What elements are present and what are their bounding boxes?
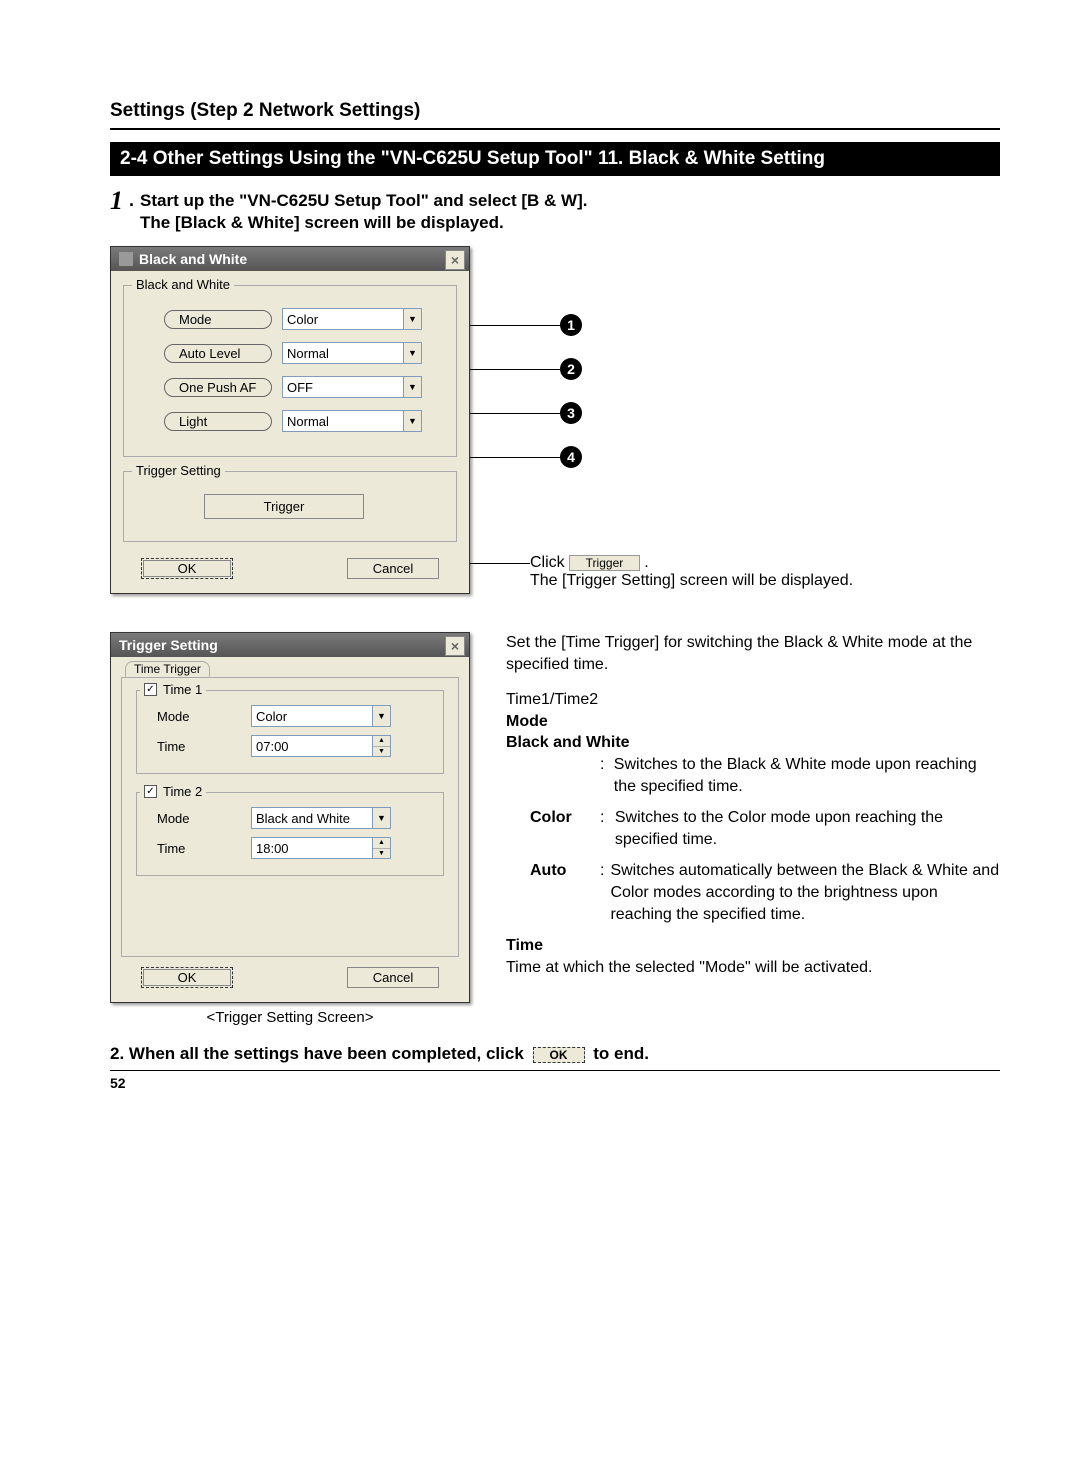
callout-3: 3 [560,402,582,424]
ok-button[interactable]: OK [141,558,233,579]
auto-level-combo[interactable]: Normal ▼ [282,342,422,364]
time2-group: ✓ Time 2 Mode Black and White ▼ [136,792,444,876]
ts-title: Trigger Setting [119,637,218,653]
explain-color-h: Color [530,807,594,850]
t1-mode-combo[interactable]: Color ▼ [251,705,391,727]
t1-time-spin[interactable]: 07:00 ▲▼ [251,735,391,757]
t1-time-label: Time [157,739,241,754]
explain-t12: Time1/Time2 [506,689,1000,711]
time1-check-label: Time 1 [163,682,202,697]
t1-time-value: 07:00 [256,739,289,754]
trigger-groupbox: Trigger Setting Trigger [123,471,457,542]
mode-label: Mode [164,310,272,329]
explain-mode-h: Mode [506,711,1000,733]
light-value: Normal [287,414,329,429]
t1-mode-label: Mode [157,709,241,724]
explanation-block: Set the [Time Trigger] for switching the… [506,632,1000,978]
step1-line1: Start up the "VN-C625U Setup Tool" and s… [140,190,587,212]
explain-color-desc: Switches to the Color mode upon reaching… [615,807,1000,850]
banner: 2-4 Other Settings Using the "VN-C625U S… [110,142,1000,176]
click-after: . [644,554,648,572]
t2-mode-value: Black and White [256,811,350,826]
callout-1: 1 [560,314,582,336]
auto-level-label: Auto Level [164,344,272,363]
step1-line2: The [Black & White] screen will be displ… [140,212,587,234]
chevron-down-icon[interactable]: ▼ [403,309,421,329]
ts-titlebar: Trigger Setting × [111,633,469,657]
time2-checkbox[interactable]: ✓ [144,785,157,798]
ts-ok-button[interactable]: OK [141,967,233,988]
bw-titlebar: Black and White × [111,247,469,271]
time1-group: ✓ Time 1 Mode Color ▼ [136,690,444,774]
t2-mode-combo[interactable]: Black and White ▼ [251,807,391,829]
window-icon [119,252,133,266]
explain-time-desc: Time at which the selected "Mode" will b… [506,957,1000,979]
inline-ok-button: OK [533,1047,585,1063]
explain-auto-desc: Switches automatically between the Black… [610,860,1000,925]
t2-mode-label: Mode [157,811,241,826]
auto-level-value: Normal [287,346,329,361]
trigger-note: The [Trigger Setting] screen will be dis… [530,572,1000,590]
explain-bw-h: Black and White [506,732,1000,754]
step2-pre: When all the settings have been complete… [129,1044,524,1063]
callout-2: 2 [560,358,582,380]
chevron-down-icon[interactable]: ▼ [403,411,421,431]
section-header: Settings (Step 2 Network Settings) [110,100,1000,130]
trigger-group-title: Trigger Setting [132,463,225,478]
chevron-down-icon[interactable]: ▼ [372,706,390,726]
chevron-down-icon[interactable]: ▼ [372,808,390,828]
time2-check-label: Time 2 [163,784,202,799]
bw-group-title: Black and White [132,277,234,292]
callout-4: 4 [560,446,582,468]
t2-time-spin[interactable]: 18:00 ▲▼ [251,837,391,859]
callouts-column: 1 2 3 4 Click Trigger . The [Trigger Set… [470,246,1000,590]
light-combo[interactable]: Normal ▼ [282,410,422,432]
trigger-button[interactable]: Trigger [204,494,364,519]
onepush-label: One Push AF [164,378,272,397]
time-trigger-tab[interactable]: Time Trigger [125,661,210,677]
spin-down-icon[interactable]: ▼ [373,849,390,859]
close-icon[interactable]: × [445,250,465,270]
page-number: 52 [110,1070,1000,1091]
spin-up-icon[interactable]: ▲ [373,838,390,849]
cancel-button[interactable]: Cancel [347,558,439,579]
ts-cancel-button[interactable]: Cancel [347,967,439,988]
trigger-setting-dialog: Trigger Setting × Time Trigger ✓ Time 1 … [110,632,470,1003]
ts-tab-panel: ✓ Time 1 Mode Color ▼ [121,677,459,957]
mode-combo[interactable]: Color ▼ [282,308,422,330]
black-white-dialog: Black and White × Black and White Mode C… [110,246,470,594]
explain-time-h: Time [506,935,1000,957]
step1-number: 1 [110,190,123,212]
explain-auto-h: Auto [530,860,594,925]
onepush-value: OFF [287,380,313,395]
explain-bw-desc: Switches to the Black & White mode upon … [614,754,1000,797]
spin-up-icon[interactable]: ▲ [373,736,390,747]
bw-title: Black and White [139,251,247,267]
chevron-down-icon[interactable]: ▼ [403,343,421,363]
chevron-down-icon[interactable]: ▼ [403,377,421,397]
t1-mode-value: Color [256,709,287,724]
step1-dot: . [129,190,134,211]
spin-down-icon[interactable]: ▼ [373,747,390,757]
step2-post: to end. [593,1044,649,1063]
bw-groupbox: Black and White Mode Color ▼ Auto Level … [123,285,457,457]
close-icon[interactable]: × [445,636,465,656]
inline-trigger-button: Trigger [569,555,641,571]
t2-time-value: 18:00 [256,841,289,856]
light-label: Light [164,412,272,431]
t2-time-label: Time [157,841,241,856]
time1-checkbox[interactable]: ✓ [144,683,157,696]
ts-caption: <Trigger Setting Screen> [110,1009,470,1026]
explain-intro: Set the [Time Trigger] for switching the… [506,632,1000,675]
mode-value: Color [287,312,318,327]
click-text: Click [530,554,565,572]
onepush-combo[interactable]: OFF ▼ [282,376,422,398]
